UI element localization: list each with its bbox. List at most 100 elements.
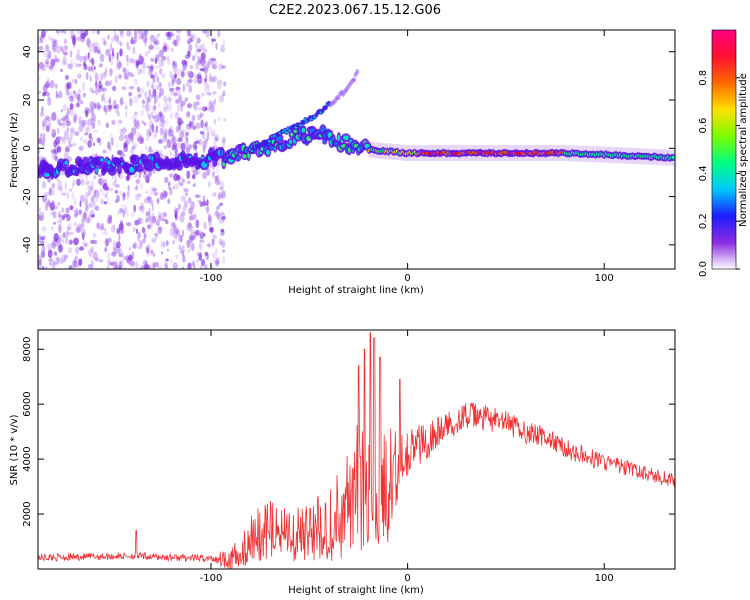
- noise-speckle: [194, 51, 198, 59]
- noise-speckle: [80, 178, 85, 186]
- noise-speckle: [53, 151, 58, 159]
- noise-speckle: [163, 42, 168, 50]
- noise-speckle: [153, 169, 156, 174]
- noise-speckle: [222, 90, 226, 97]
- noise-speckle: [169, 150, 172, 157]
- noise-speckle: [141, 226, 145, 234]
- noise-speckle: [125, 75, 129, 81]
- noise-speckle: [102, 149, 107, 154]
- noise-speckle: [178, 234, 183, 243]
- noise-speckle: [174, 212, 178, 221]
- noise-speckle: [38, 215, 44, 221]
- noise-speckle: [139, 240, 143, 247]
- noise-speckle: [186, 138, 189, 143]
- colorbar-tick-label: 0.2: [698, 213, 709, 229]
- noise-speckle: [104, 69, 107, 77]
- noise-speckle: [171, 30, 174, 36]
- noise-speckle: [55, 178, 61, 182]
- noise-speckle: [71, 182, 75, 189]
- noise-speckle: [50, 58, 56, 67]
- noise-speckle: [162, 105, 165, 113]
- noise-speckle: [175, 254, 179, 259]
- noise-speckle: [61, 136, 64, 142]
- noise-speckle: [145, 136, 150, 142]
- ridge-core: [220, 149, 224, 156]
- noise-speckle: [199, 112, 203, 118]
- noise-speckle: [113, 264, 119, 269]
- noise-speckle: [125, 110, 128, 118]
- noise-speckle: [167, 96, 171, 103]
- noise-speckle: [206, 199, 209, 207]
- noise-speckle: [180, 71, 185, 78]
- noise-speckle: [184, 132, 189, 141]
- noise-speckle: [218, 238, 223, 246]
- noise-speckle: [117, 119, 122, 126]
- noise-speckle: [146, 247, 149, 254]
- ridge-point: [134, 165, 144, 173]
- noise-speckle: [87, 264, 93, 269]
- noise-speckle: [60, 117, 66, 122]
- noise-speckle: [79, 194, 85, 203]
- noise-speckle: [69, 95, 74, 103]
- noise-speckle: [137, 217, 142, 225]
- noise-speckle: [145, 174, 150, 184]
- noise-speckle: [162, 127, 169, 137]
- noise-speckle: [131, 127, 137, 135]
- noise-speckle: [175, 234, 178, 239]
- noise-speckle: [151, 133, 156, 139]
- noise-speckle: [116, 111, 121, 117]
- noise-speckle: [101, 37, 107, 42]
- branch-point: [355, 69, 360, 75]
- noise-speckle: [38, 90, 42, 94]
- noise-speckle: [175, 86, 181, 92]
- noise-speckle: [45, 115, 50, 121]
- noise-speckle: [52, 211, 57, 219]
- noise-speckle: [79, 136, 83, 142]
- noise-speckle: [122, 67, 127, 73]
- noise-speckle: [176, 77, 182, 86]
- noise-speckle: [102, 92, 105, 102]
- noise-speckle: [77, 63, 82, 67]
- noise-speckle: [138, 53, 142, 62]
- noise-speckle: [217, 30, 221, 38]
- noise-speckle: [131, 135, 134, 141]
- noise-speckle: [123, 134, 130, 140]
- noise-speckle: [150, 220, 154, 225]
- noise-speckle: [172, 186, 175, 190]
- noise-speckle: [144, 35, 147, 44]
- noise-speckle: [52, 266, 56, 269]
- noise-speckle: [107, 34, 110, 40]
- noise-speckle: [133, 118, 137, 128]
- noise-speckle: [54, 83, 58, 89]
- noise-speckle: [108, 67, 114, 75]
- noise-speckle: [77, 88, 81, 95]
- noise-speckle: [218, 94, 224, 103]
- noise-speckle: [130, 147, 134, 156]
- noise-speckle: [44, 117, 50, 127]
- noise-speckle: [180, 100, 186, 107]
- y-tick-label: 0: [22, 145, 33, 151]
- noise-speckle: [61, 254, 66, 263]
- noise-speckle: [111, 52, 115, 57]
- noise-speckle: [112, 47, 115, 57]
- noise-speckle: [221, 216, 226, 220]
- noise-speckle: [179, 214, 185, 223]
- noise-speckle: [157, 102, 161, 109]
- noise-speckle: [91, 252, 94, 261]
- noise-speckle: [180, 142, 185, 150]
- noise-speckle: [217, 85, 222, 90]
- noise-speckle: [203, 126, 209, 132]
- noise-speckle: [141, 264, 145, 269]
- noise-speckle: [154, 46, 160, 51]
- noise-speckle: [126, 41, 130, 48]
- noise-speckle: [95, 45, 101, 54]
- noise-speckle: [49, 262, 52, 267]
- noise-speckle: [156, 85, 159, 90]
- noise-speckle: [105, 122, 110, 128]
- noise-speckle: [163, 128, 168, 138]
- noise-speckle: [77, 93, 81, 103]
- noise-speckle: [132, 46, 136, 55]
- noise-speckle: [91, 246, 94, 254]
- noise-speckle: [89, 201, 94, 208]
- noise-speckle: [219, 62, 222, 69]
